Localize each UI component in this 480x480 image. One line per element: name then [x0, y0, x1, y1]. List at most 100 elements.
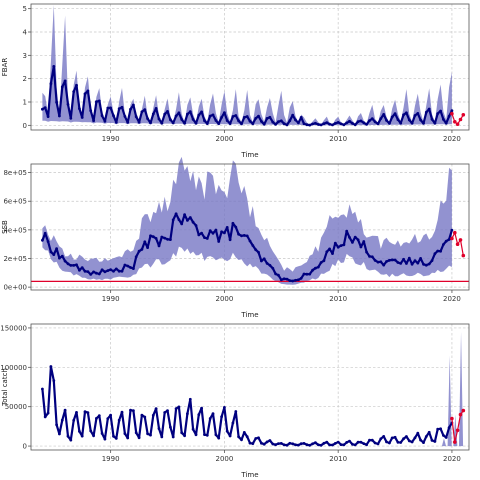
data-point — [436, 427, 440, 431]
y-tick-label: 0e+00 — [3, 284, 27, 292]
data-point — [356, 238, 360, 242]
data-point — [297, 278, 300, 282]
data-point — [439, 109, 442, 113]
data-point — [245, 115, 249, 118]
data-point — [402, 113, 405, 117]
data-point — [129, 107, 132, 111]
data-point — [225, 226, 229, 229]
data-point — [112, 434, 115, 438]
data-point — [240, 122, 243, 126]
data-point — [132, 267, 135, 270]
uncertainty-band — [42, 156, 452, 285]
y-tick-label: 2e+05 — [3, 255, 27, 263]
data-point — [208, 229, 212, 233]
y-tick-label: 2 — [23, 75, 27, 83]
data-point — [106, 269, 110, 272]
data-point — [288, 441, 292, 445]
data-point — [49, 250, 53, 254]
data-point — [356, 440, 360, 444]
data-point — [151, 235, 155, 239]
data-point — [109, 106, 112, 110]
data-point — [342, 443, 346, 447]
data-point — [95, 100, 98, 104]
data-point — [75, 411, 78, 414]
data-point — [109, 268, 112, 272]
data-point — [353, 443, 357, 447]
data-point — [174, 212, 178, 216]
data-point — [302, 442, 306, 445]
x-tick-label: 2020 — [443, 455, 461, 463]
data-point — [268, 439, 272, 442]
data-point — [166, 409, 169, 412]
x-axis-title: Time — [240, 311, 258, 319]
data-point — [117, 418, 121, 422]
data-point — [228, 122, 232, 125]
data-point — [388, 122, 391, 125]
data-point — [100, 114, 104, 118]
data-point — [314, 266, 317, 270]
y-axis-title: FBAR — [1, 58, 9, 77]
data-point — [265, 117, 269, 120]
projection-point — [461, 113, 466, 117]
data-point — [55, 100, 58, 104]
data-point — [134, 115, 138, 119]
data-point — [75, 83, 78, 87]
data-point — [55, 247, 58, 251]
data-point — [265, 262, 269, 265]
data-point — [274, 272, 277, 276]
data-point — [66, 434, 70, 438]
projection-point — [461, 253, 466, 258]
x-tick-label: 1990 — [102, 455, 120, 463]
data-point — [100, 268, 104, 272]
data-point — [299, 276, 303, 280]
data-point — [302, 122, 306, 126]
data-point — [208, 114, 212, 118]
data-point — [174, 114, 178, 118]
data-point — [393, 258, 397, 262]
data-point — [140, 110, 144, 114]
data-point — [282, 277, 286, 281]
data-point — [140, 413, 144, 417]
data-point — [69, 116, 73, 120]
data-point — [353, 123, 357, 127]
data-point — [69, 264, 73, 267]
data-point — [169, 425, 172, 429]
data-point — [370, 255, 374, 259]
data-point — [123, 432, 127, 435]
data-point — [80, 434, 84, 438]
data-point — [316, 265, 320, 269]
x-tick-label: 2010 — [329, 295, 347, 303]
data-point — [396, 261, 400, 264]
data-point — [103, 437, 107, 441]
data-point — [177, 111, 181, 115]
data-point — [240, 234, 243, 238]
data-point — [322, 441, 326, 445]
data-point — [194, 433, 198, 437]
data-point — [382, 435, 386, 438]
x-axis-title: Time — [240, 471, 258, 479]
data-point — [86, 89, 90, 93]
data-point — [211, 412, 215, 416]
data-point — [279, 119, 283, 123]
data-point — [83, 92, 87, 96]
data-point — [416, 112, 420, 115]
data-point — [83, 269, 87, 273]
y-tick-label: 0 — [23, 443, 27, 451]
data-point — [146, 117, 150, 120]
data-point — [245, 435, 249, 439]
data-point — [302, 272, 306, 276]
data-point — [197, 113, 201, 117]
data-point — [265, 440, 269, 444]
y-tick-label: 5 — [23, 5, 27, 13]
data-point — [205, 237, 209, 240]
data-point — [257, 436, 260, 440]
data-point — [271, 120, 275, 124]
data-point — [385, 440, 388, 444]
data-point — [444, 436, 448, 439]
data-point — [288, 279, 292, 282]
data-point — [274, 123, 277, 126]
data-point — [60, 85, 64, 89]
data-point — [331, 252, 334, 256]
data-point — [351, 122, 354, 125]
data-point — [422, 441, 425, 444]
